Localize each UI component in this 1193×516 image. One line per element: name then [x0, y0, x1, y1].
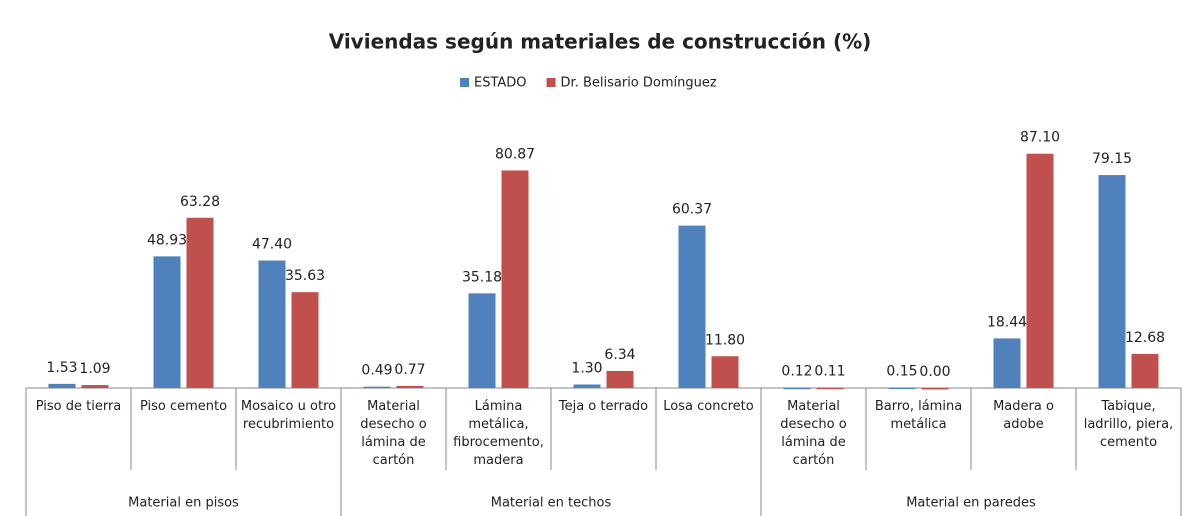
- data-label: 35.63: [285, 268, 325, 284]
- x-tick-label: Material desecho o lámina de cartón: [360, 399, 427, 468]
- data-label: 0.49: [361, 363, 392, 379]
- data-label: 87.10: [1020, 130, 1060, 146]
- x-tick-label: Barro, lámina metálica: [874, 399, 963, 432]
- bar: [1026, 153, 1054, 388]
- legend-swatch: [546, 78, 556, 87]
- data-label: 18.44: [987, 314, 1027, 330]
- data-label: 0.00: [919, 364, 950, 380]
- bar: [363, 386, 391, 389]
- bar: [993, 338, 1021, 388]
- bar: [678, 225, 706, 388]
- x-tick-label: Tabique, ladrillo, piera, cemento: [1083, 399, 1174, 450]
- data-label: 0.15: [886, 364, 917, 380]
- bar: [153, 256, 181, 388]
- bar: [711, 356, 739, 388]
- data-label: 0.12: [781, 364, 812, 380]
- x-tick-label: Material desecho o lámina de cartón: [780, 399, 847, 468]
- bar: [1131, 353, 1159, 388]
- data-label: 60.37: [672, 202, 712, 218]
- data-label: 1.53: [46, 360, 77, 376]
- data-label: 80.87: [495, 146, 535, 162]
- bar: [816, 387, 844, 390]
- bar: [1098, 175, 1126, 388]
- bar: [291, 292, 319, 388]
- data-label: 0.11: [814, 364, 845, 380]
- bar: [921, 388, 949, 390]
- group-label: Material en pisos: [128, 496, 239, 511]
- data-label: 47.40: [252, 236, 292, 252]
- data-label: 1.09: [79, 361, 110, 377]
- x-tick-label: Losa concreto: [663, 399, 754, 414]
- legend-label: Dr. Belisario Domínguez: [561, 76, 717, 91]
- bar: [48, 383, 76, 388]
- x-tick-label: Piso cemento: [139, 399, 228, 414]
- data-label: 48.93: [147, 232, 187, 248]
- bar: [606, 370, 634, 388]
- bar: [396, 385, 424, 388]
- legend-label: ESTADO: [474, 76, 527, 91]
- group-label: Material en techos: [491, 496, 612, 511]
- x-tick-label: Madera o adobe: [993, 399, 1054, 432]
- bar: [783, 387, 811, 390]
- x-tick-label: Lámina metálica, fibrocemento, madera: [453, 399, 544, 468]
- x-tick-label: Piso de tierra: [35, 399, 122, 414]
- bar: [573, 384, 601, 388]
- bar: [501, 170, 529, 388]
- data-label: 63.28: [180, 194, 220, 210]
- data-label: 35.18: [462, 269, 502, 285]
- bar: [888, 387, 916, 390]
- data-label: 0.77: [394, 362, 425, 378]
- chart-title: Viviendas según materiales de construcci…: [329, 30, 872, 54]
- bar: [258, 260, 286, 388]
- x-tick-label: Mosaico u otro recubrimiento: [240, 399, 337, 432]
- data-label: 11.80: [705, 332, 745, 348]
- bar: [468, 293, 496, 388]
- group-label: Material en paredes: [906, 496, 1036, 511]
- data-label: 6.34: [604, 347, 635, 363]
- bar: [186, 217, 214, 388]
- legend-swatch: [460, 78, 469, 87]
- bar: [81, 385, 109, 388]
- data-label: 1.30: [571, 361, 602, 377]
- data-label: 12.68: [1125, 330, 1165, 346]
- x-tick-label: Teja o terrado: [558, 399, 649, 414]
- data-label: 79.15: [1092, 151, 1132, 167]
